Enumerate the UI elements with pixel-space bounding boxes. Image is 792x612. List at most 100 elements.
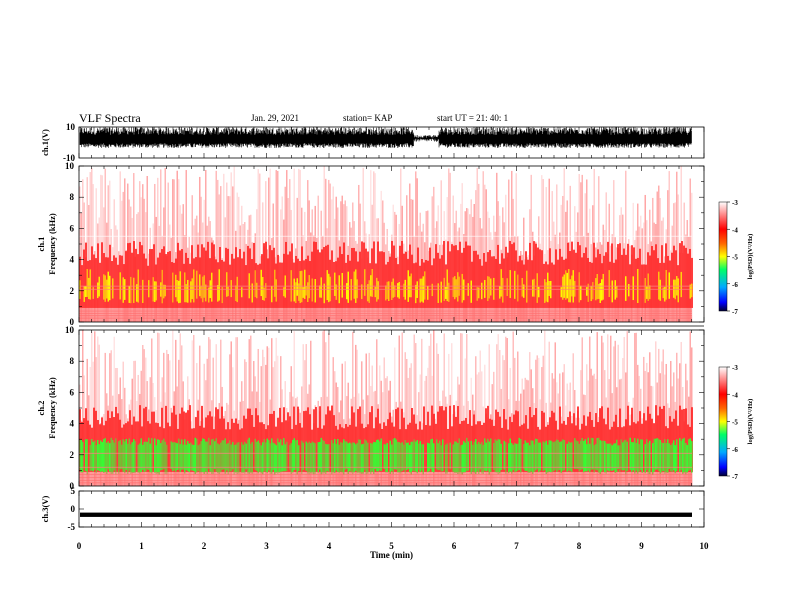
spec-high-band <box>616 439 618 473</box>
spec-column <box>488 344 490 486</box>
spec-high-band <box>416 281 418 298</box>
spec-column <box>644 194 646 322</box>
spec-high-band <box>325 443 327 475</box>
spec-high-band <box>665 442 667 473</box>
spec-red-band <box>223 261 225 308</box>
spec-high-band <box>542 441 544 471</box>
spec-red-band <box>351 247 353 308</box>
spec-high-band <box>568 441 570 471</box>
spec-high-band <box>361 444 363 474</box>
spec-red-band <box>503 258 505 308</box>
spec-high-band <box>364 269 366 296</box>
spec-high-band <box>215 438 217 472</box>
spec-high-band <box>616 286 618 298</box>
spec-red-band <box>463 247 465 308</box>
spec-high-band <box>310 443 312 474</box>
spec-red-band <box>247 245 249 308</box>
spec-red-band <box>457 406 459 472</box>
spec-high-band <box>173 441 175 471</box>
spec-channel-label: ch.1 <box>36 237 46 252</box>
spec-red-band <box>265 241 267 308</box>
spec-red-band <box>427 260 429 308</box>
spec-high-band <box>260 269 262 297</box>
spec-red-band <box>427 411 429 472</box>
spec-high-band <box>461 444 463 475</box>
spec-column <box>589 336 591 486</box>
spec-high-band <box>344 441 346 470</box>
spec-red-band <box>435 244 437 308</box>
spec-column <box>475 356 477 486</box>
spec-high-band <box>275 445 277 473</box>
spec-high-band <box>566 272 568 299</box>
spec-red-band <box>197 410 199 472</box>
spec-column <box>172 179 174 322</box>
spec-red-band <box>643 413 645 472</box>
spec-high-band <box>662 443 664 471</box>
spec-high-band <box>545 282 547 302</box>
spec-red-band <box>97 243 99 308</box>
spec-red-band <box>551 262 553 308</box>
spec-high-band <box>677 278 679 303</box>
spec-column <box>293 168 295 322</box>
spec-column <box>91 331 93 486</box>
spec-high-band <box>587 437 589 471</box>
spec-red-band <box>631 407 633 472</box>
spec-column <box>215 170 217 322</box>
spec-column <box>169 360 171 486</box>
spec-red-band <box>303 411 305 472</box>
spec-high-band <box>395 439 397 470</box>
spec-high-band <box>295 440 297 470</box>
spec-column <box>502 355 504 486</box>
spec-high-band <box>401 442 403 472</box>
spec-red-band <box>661 408 663 472</box>
spec-red-band <box>221 406 223 472</box>
spec-high-band <box>508 443 510 474</box>
spec-high-band <box>197 445 199 471</box>
spec-high-band <box>131 442 133 474</box>
spec-column <box>596 332 598 486</box>
spec-red-band <box>285 241 287 308</box>
spec-high-band <box>110 437 112 475</box>
spec-high-band <box>289 444 291 470</box>
spec-red-band <box>127 243 129 308</box>
spec-high-band <box>83 286 85 302</box>
spec-red-band <box>315 406 317 472</box>
ch3-waveform <box>80 512 692 517</box>
spec-red-band <box>649 255 651 308</box>
spec-high-band <box>346 283 348 300</box>
spec-red-band <box>587 257 589 308</box>
spec-high-band <box>196 438 198 473</box>
spec-high-band <box>632 276 634 301</box>
spec-high-band <box>580 440 582 470</box>
spec-red-band <box>453 405 455 472</box>
spec-high-band <box>569 279 571 303</box>
spec-high-band <box>376 439 378 472</box>
spec-high-band <box>623 440 625 471</box>
spec-high-band <box>364 439 366 471</box>
spec-high-band <box>374 442 376 470</box>
spec-column <box>476 167 478 322</box>
spec-high-band <box>445 444 447 474</box>
spec-high-band <box>163 284 165 299</box>
spec-column <box>443 333 445 486</box>
spec-high-band <box>164 441 166 475</box>
spec-high-band <box>218 269 220 301</box>
spec-column <box>536 355 538 486</box>
spec-high-band <box>641 439 643 473</box>
spec-high-band <box>133 439 135 473</box>
spec-red-band <box>313 409 315 472</box>
spec-red-band <box>307 407 309 472</box>
spec-high-band <box>101 442 103 472</box>
spec-red-band <box>389 256 391 308</box>
spec-high-band <box>86 439 88 475</box>
spec-ytick-label: 2 <box>70 286 75 296</box>
spec-high-band <box>592 282 594 300</box>
spec-column <box>506 338 508 486</box>
spec-red-band <box>433 413 435 472</box>
spec-high-band <box>409 276 411 298</box>
spec-high-band <box>319 285 321 298</box>
colorbar-tick-label: -5 <box>732 254 738 262</box>
spec-high-band <box>188 443 190 473</box>
spec-high-band <box>689 438 691 470</box>
spec-ylabel: Frequency (kHz) <box>47 213 57 275</box>
